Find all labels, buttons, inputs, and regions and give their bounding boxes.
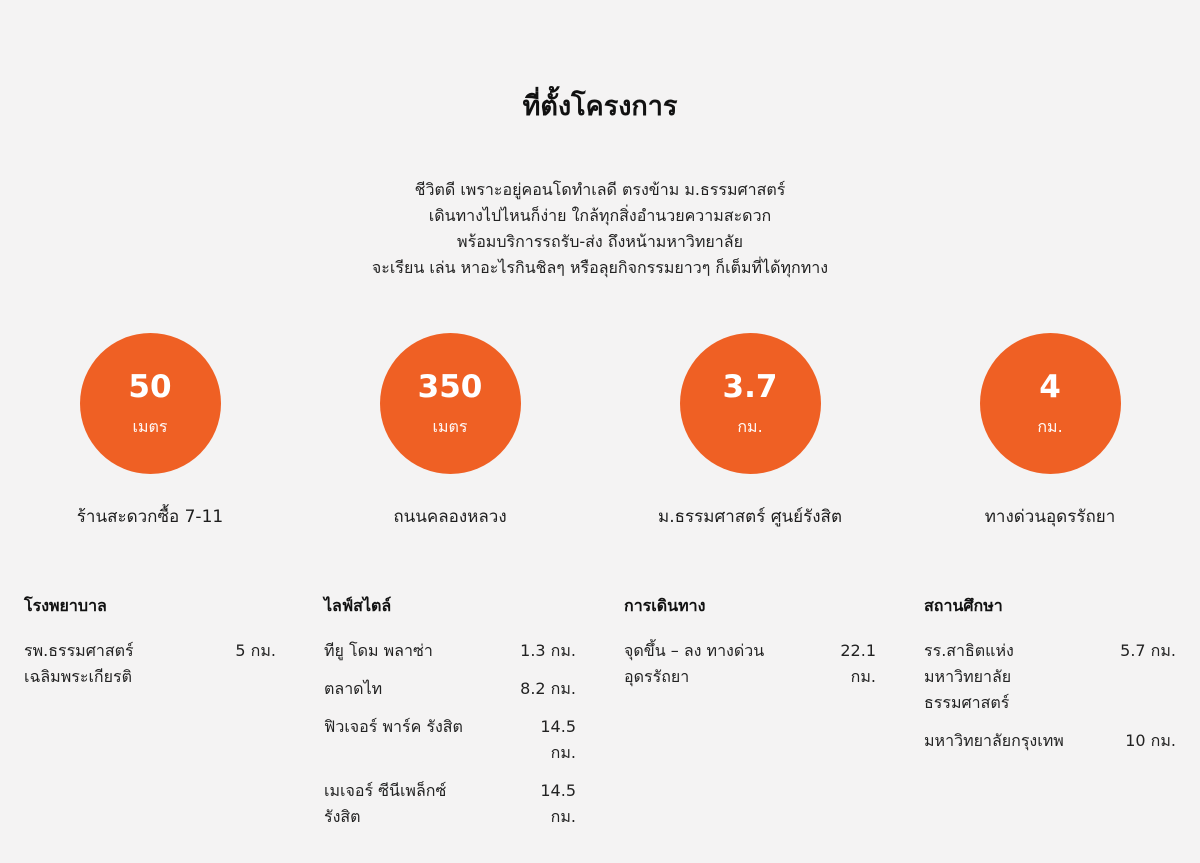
stat-label: ม.ธรรมศาสตร์ ศูนย์รังสิต (658, 507, 842, 527)
place-name: รร.สาธิตแห่ง มหาวิทยาลัย ธรรมศาสตร์ (924, 641, 1014, 712)
place-distance: 14.5 กม. (540, 781, 576, 826)
list-item: มหาวิทยาลัยกรุงเทพ 10 กม. (924, 728, 1176, 754)
stat-circle: 350 เมตร (379, 333, 521, 474)
place-distance: 5.7 กม. (1120, 641, 1176, 660)
place-distance: 1.3 กม. (520, 641, 576, 660)
place-name: ตลาดไท (324, 679, 383, 698)
stat-unit: กม. (1037, 417, 1063, 436)
place-distance: 8.2 กม. (520, 679, 576, 698)
stat-unit: กม. (737, 417, 763, 436)
stat-711: 50 เมตร ร้านสะดวกซื้อ 7-11 (0, 333, 300, 527)
list-item: จุดขึ้น – ลง ทางด่วน อุดรรัถยา 22.1 กม. (624, 638, 876, 690)
list-item: เมเจอร์ ซีนีเพล็กซ์ รังสิต 14.5 กม. (324, 778, 576, 830)
place-name: รพ.ธรรมศาสตร์ เฉลิมพระเกียรติ (24, 641, 134, 686)
column-heading: โรงพยาบาล (24, 596, 107, 615)
stat-value: 4 (1039, 369, 1061, 405)
column-lifestyle: ไลฟ์สไตล์ ทียู โดม พลาซ่า 1.3 กม. ตลาดไท… (324, 594, 576, 842)
intro-text: ชีวิตดี เพราะอยู่คอนโดทำเลดี ตรงข้าม ม.ธ… (0, 177, 1200, 281)
stat-label: ทางด่วนอุดรรัถยา (984, 507, 1116, 527)
stat-circle: 50 เมตร (79, 333, 221, 474)
stat-circle: 3.7 กม. (679, 333, 821, 474)
column-heading: การเดินทาง (624, 596, 706, 615)
intro-line: พร้อมบริการรถรับ-ส่ง ถึงหน้ามหาวิทยาลัย (457, 232, 743, 251)
stat-label: ร้านสะดวกซื้อ 7-11 (76, 507, 224, 527)
stat-khlong-luang-road: 350 เมตร ถนนคลองหลวง (300, 333, 600, 527)
stat-value: 350 (417, 369, 483, 405)
intro-line: ชีวิตดี เพราะอยู่คอนโดทำเลดี ตรงข้าม ม.ธ… (414, 180, 786, 199)
intro-line: จะเรียน เล่น หาอะไรกินชิลๆ หรือลุยกิจกรร… (371, 258, 829, 277)
stat-value: 50 (128, 369, 172, 405)
list-item: ฟิวเจอร์ พาร์ค รังสิต 14.5 กม. (324, 714, 576, 766)
column-hospitals: โรงพยาบาล รพ.ธรรมศาสตร์ เฉลิมพระเกียรติ … (24, 594, 276, 702)
place-distance: 5 กม. (235, 641, 276, 660)
column-heading: สถานศึกษา (924, 596, 1003, 615)
stat-expressway: 4 กม. ทางด่วนอุดรรัถยา (900, 333, 1200, 527)
list-item: รพ.ธรรมศาสตร์ เฉลิมพระเกียรติ 5 กม. (24, 638, 276, 690)
column-heading: ไลฟ์สไตล์ (324, 596, 392, 615)
place-distance: 22.1 กม. (840, 641, 876, 686)
stat-value: 3.7 (722, 369, 778, 405)
column-education: สถานศึกษา รร.สาธิตแห่ง มหาวิทยาลัย ธรรมศ… (924, 594, 1176, 766)
stat-label: ถนนคลองหลวง (393, 507, 507, 527)
place-distance: 14.5 กม. (540, 717, 576, 762)
stat-unit: เมตร (432, 417, 468, 436)
stat-circle: 4 กม. (979, 333, 1121, 474)
place-name: ทียู โดม พลาซ่า (324, 641, 433, 660)
place-name: ฟิวเจอร์ พาร์ค รังสิต (324, 717, 463, 736)
page-title: ที่ตั้งโครงการ (522, 91, 678, 122)
intro-line: เดินทางไปไหนก็ง่าย ใกล้ทุกสิ่งอำนวยความส… (428, 206, 772, 225)
place-distance: 10 กม. (1125, 731, 1176, 750)
list-item: ตลาดไท 8.2 กม. (324, 676, 576, 702)
list-item: รร.สาธิตแห่ง มหาวิทยาลัย ธรรมศาสตร์ 5.7 … (924, 638, 1176, 716)
stat-thammasat-rangsit: 3.7 กม. ม.ธรรมศาสตร์ ศูนย์รังสิต (600, 333, 900, 527)
place-name: เมเจอร์ ซีนีเพล็กซ์ รังสิต (324, 781, 447, 826)
place-name: มหาวิทยาลัยกรุงเทพ (924, 731, 1064, 750)
distance-stats: 50 เมตร ร้านสะดวกซื้อ 7-11 350 เมตร ถนนค… (0, 333, 1200, 533)
place-name: จุดขึ้น – ลง ทางด่วน อุดรรัถยา (624, 641, 765, 686)
stat-unit: เมตร (132, 417, 168, 436)
column-transportation: การเดินทาง จุดขึ้น – ลง ทางด่วน อุดรรัถย… (624, 594, 876, 702)
list-item: ทียู โดม พลาซ่า 1.3 กม. (324, 638, 576, 664)
